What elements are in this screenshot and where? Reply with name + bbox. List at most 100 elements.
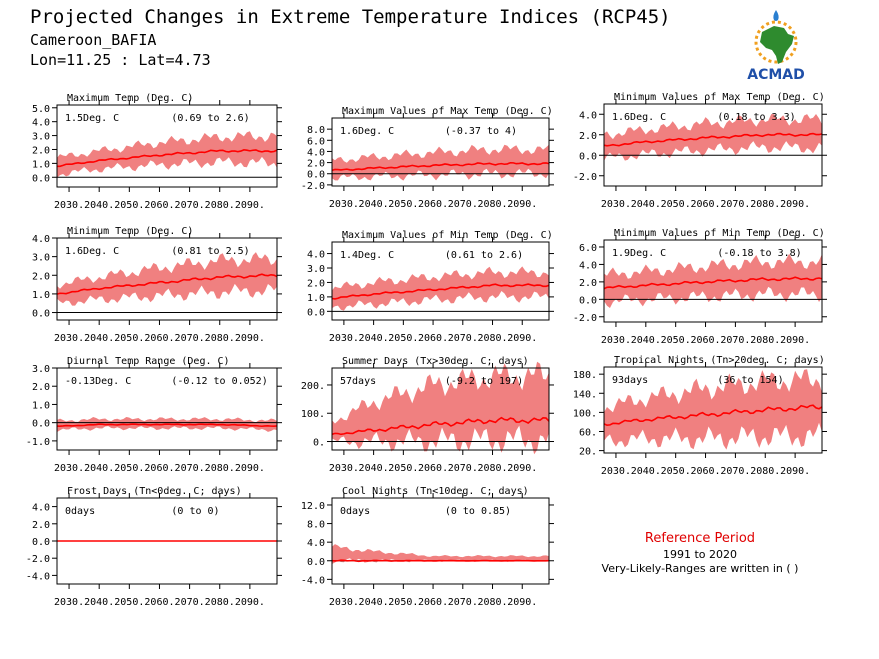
x-tick-label: 2050.: [388, 597, 418, 608]
y-tick-label: 0.0: [579, 151, 597, 162]
chart-title: Frost Days (Tn<0deg. C; days): [67, 486, 242, 497]
value-label: 1.6Deg. C: [65, 246, 119, 257]
x-tick-label: 2080.: [750, 466, 780, 477]
range-label: (0.61 to 2.6): [445, 250, 523, 261]
x-tick-label: 2050.: [114, 333, 144, 344]
plot-frame: [603, 366, 823, 454]
x-tick-label: 2050.: [388, 463, 418, 474]
value-label: 57days: [340, 376, 376, 387]
chart-title: Tropical Nights (Tn>20deg. C; days): [614, 355, 825, 366]
y-tick-label: 0.0: [32, 419, 50, 430]
y-tick-label: 1.0: [32, 159, 50, 170]
chart-title: Maximum Values of Min Temp (Deg. C): [342, 230, 553, 241]
x-tick-label: 2080.: [477, 333, 507, 344]
y-tick-label: 2.0: [579, 278, 597, 289]
mean-line: [331, 283, 550, 300]
x-tick-label: 2060.: [690, 335, 720, 346]
logo-text: ACMAD: [747, 67, 805, 82]
x-tick-label: 2050.: [661, 466, 691, 477]
y-tick-label: -4.0: [26, 571, 50, 582]
x-tick-label: 2060.: [144, 597, 174, 608]
y-tick-label: 100.: [301, 409, 325, 420]
y-tick-label: 2.0: [32, 520, 50, 531]
x-tick-label: 2080.: [205, 200, 235, 211]
y-tick-label: -2.0: [573, 172, 597, 183]
plot-frame: [331, 241, 550, 321]
y-tick-label: 3.0: [32, 253, 50, 264]
x-tick-label: 2090.: [507, 597, 537, 608]
x-tick-label: 2080.: [205, 597, 235, 608]
y-tick-label: 140.: [573, 389, 597, 400]
y-tick-label: 3.0: [307, 264, 325, 275]
chart-title: Maximum Values of Max Temp (Deg. C): [342, 106, 553, 117]
x-tick-label: 2090.: [235, 200, 265, 211]
chart-title: Minimum Values of Max Temp (Deg. C): [614, 92, 825, 103]
chart-4: 0.0 1.0 2.0 3.0 4.0 2030. 2040. 2050. 2060. 2070.…: [32, 226, 282, 344]
x-tick-label: 2030.: [54, 463, 84, 474]
value-label: 93days: [612, 375, 648, 386]
y-tick-label: 60.: [579, 428, 597, 439]
x-tick-label: 2050.: [661, 335, 691, 346]
value-label: 1.6Deg. C: [612, 112, 666, 123]
x-tick-label: 2080.: [205, 333, 235, 344]
location-name: Cameroon_BAFIA: [30, 31, 157, 49]
x-tick-label: 2080.: [750, 199, 780, 210]
x-tick-label: 2070.: [175, 463, 205, 474]
y-tick-label: 4.0: [32, 118, 50, 129]
y-tick-label: 12.0: [301, 501, 325, 512]
x-tick-label: 2030.: [601, 199, 631, 210]
x-tick-label: 2050.: [114, 463, 144, 474]
y-tick-label: 0.0: [579, 295, 597, 306]
y-tick-label: 2.0: [307, 159, 325, 170]
reference-years: 1991 to 2020: [662, 548, 738, 561]
mean-line: [331, 416, 550, 436]
x-tick-label: 2090.: [235, 333, 265, 344]
y-tick-label: 1.0: [307, 293, 325, 304]
x-tick-label: 2030.: [329, 333, 359, 344]
x-tick-label: 2060.: [418, 463, 448, 474]
y-tick-label: 4.0: [307, 538, 325, 549]
x-tick-label: 2050.: [388, 333, 418, 344]
plot-frame: [603, 103, 823, 187]
y-tick-label: 8.0: [307, 125, 325, 136]
x-tick-label: 2040.: [631, 335, 661, 346]
acmad-logo: ACMAD: [747, 10, 805, 82]
plot-frame: [56, 104, 278, 188]
y-tick-label: 4.0: [32, 503, 50, 514]
y-tick-label: 200.: [301, 381, 325, 392]
chart-7: -1.0 0.0 1.0 2.0 3.0 2030. 2040. 2050. 2060. 2070…: [26, 356, 282, 474]
plot-frame: [56, 237, 278, 321]
range-label: (-0.18 to 3.8): [717, 248, 801, 259]
reference-period: Reference Period 1991 to 2020 Very-Likel…: [590, 530, 810, 576]
chart-9: 20.60.100.140.180.2030. 2040. 2050. 2060. 20…: [573, 355, 827, 477]
x-tick-label: 2070.: [448, 199, 478, 210]
range-label: (0.81 to 2.5): [171, 246, 249, 257]
y-tick-label: 100.: [573, 408, 597, 419]
mean-line: [603, 276, 823, 290]
x-tick-label: 2040.: [84, 463, 114, 474]
range-label: (-0.12 to 0.052): [171, 376, 267, 387]
chart-title: Minimum Temp (Deg. C): [67, 226, 193, 237]
plot-frame: [603, 239, 823, 323]
y-tick-label: 4.0: [579, 260, 597, 271]
y-tick-label: 0.0: [307, 557, 325, 568]
plot-frame: [331, 117, 550, 187]
y-tick-label: 8.0: [307, 520, 325, 531]
x-tick-label: 2090.: [780, 335, 810, 346]
y-tick-label: 0.0: [307, 170, 325, 181]
chart-10: -4.0 -2.0 0.0 2.0 4.0 2030. 2040. 2050. 2060. 207…: [26, 486, 282, 608]
chart-6: -2.0 0.0 2.0 4.0 6.0 2030. 2040. 2050. 2060. 2070…: [573, 228, 827, 346]
x-tick-label: 2070.: [448, 333, 478, 344]
y-tick-label: 1.0: [32, 400, 50, 411]
x-tick-label: 2040.: [359, 597, 389, 608]
x-tick-label: 2060.: [418, 199, 448, 210]
mean-line: [603, 404, 823, 427]
x-tick-label: 2080.: [477, 199, 507, 210]
range-label: (-0.37 to 4): [445, 126, 517, 137]
y-tick-label: -2.0: [301, 181, 325, 192]
x-tick-label: 2060.: [690, 199, 720, 210]
x-tick-label: 2070.: [175, 597, 205, 608]
y-tick-label: 4.0: [307, 147, 325, 158]
x-tick-label: 2070.: [448, 597, 478, 608]
